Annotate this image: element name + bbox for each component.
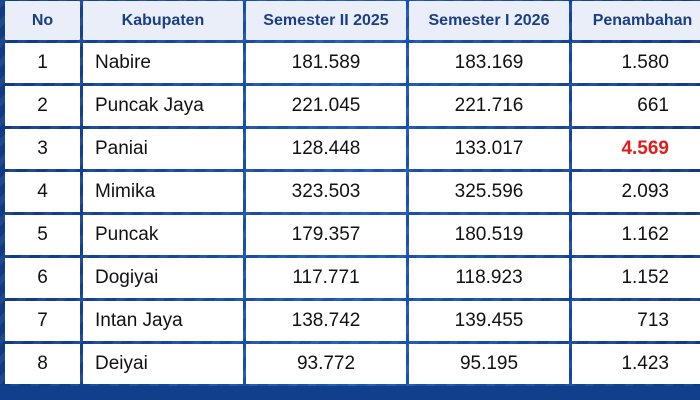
cell-semester-i-2026: 95.195 — [409, 344, 569, 384]
cell-penambahan: 1.423 — [572, 344, 700, 384]
cell-semester-i-2026: 221.716 — [409, 86, 569, 126]
table-row: 7 Intan Jaya 138.742 139.455 713 — [5, 301, 700, 341]
cell-penambahan: 713 — [572, 301, 700, 341]
cell-kabupaten: Dogiyai — [83, 258, 243, 298]
table-body: 1 Nabire 181.589 183.169 1.580 2 Puncak Jaya 22… — [5, 43, 700, 384]
header-penambahan: Penambahan — [572, 1, 700, 40]
cell-semester-ii-2025: 93.772 — [246, 344, 406, 384]
cell-semester-i-2026: 133.017 — [409, 129, 569, 169]
header-semester-i-2026: Semester I 2026 — [409, 1, 569, 40]
cell-semester-i-2026: 118.923 — [409, 258, 569, 298]
cell-semester-i-2026: 180.519 — [409, 215, 569, 255]
cell-penambahan: 2.093 — [572, 172, 700, 212]
cell-semester-ii-2025: 323.503 — [246, 172, 406, 212]
cell-semester-ii-2025: 117.771 — [246, 258, 406, 298]
table-row: 1 Nabire 181.589 183.169 1.580 — [5, 43, 700, 83]
table-row: 2 Puncak Jaya 221.045 221.716 661 — [5, 86, 700, 126]
cell-no: 5 — [5, 215, 80, 255]
cell-semester-i-2026: 139.455 — [409, 301, 569, 341]
header-no: No — [5, 1, 80, 40]
cell-no: 1 — [5, 43, 80, 83]
cell-no: 8 — [5, 344, 80, 384]
cell-semester-ii-2025: 181.589 — [246, 43, 406, 83]
cell-kabupaten: Nabire — [83, 43, 243, 83]
table-row: 3 Paniai 128.448 133.017 4.569 — [5, 129, 700, 169]
cell-no: 4 — [5, 172, 80, 212]
population-table: No Kabupaten Semester II 2025 Semester I… — [2, 0, 700, 387]
cell-semester-i-2026: 183.169 — [409, 43, 569, 83]
header-row: No Kabupaten Semester II 2025 Semester I… — [5, 1, 700, 40]
cell-penambahan: 661 — [572, 86, 700, 126]
cell-kabupaten: Intan Jaya — [83, 301, 243, 341]
table-row: 4 Mimika 323.503 325.596 2.093 — [5, 172, 700, 212]
cell-kabupaten: Paniai — [83, 129, 243, 169]
cell-kabupaten: Puncak Jaya — [83, 86, 243, 126]
cell-semester-ii-2025: 138.742 — [246, 301, 406, 341]
cell-penambahan: 4.569 — [572, 129, 700, 169]
cell-kabupaten: Puncak — [83, 215, 243, 255]
bottom-bar — [0, 386, 700, 400]
table-row: 6 Dogiyai 117.771 118.923 1.152 — [5, 258, 700, 298]
header-semester-ii-2025: Semester II 2025 — [246, 1, 406, 40]
cell-semester-ii-2025: 179.357 — [246, 215, 406, 255]
cell-no: 3 — [5, 129, 80, 169]
table-row: 8 Deiyai 93.772 95.195 1.423 — [5, 344, 700, 384]
cell-no: 6 — [5, 258, 80, 298]
cell-no: 7 — [5, 301, 80, 341]
cell-semester-i-2026: 325.596 — [409, 172, 569, 212]
cell-kabupaten: Deiyai — [83, 344, 243, 384]
cell-no: 2 — [5, 86, 80, 126]
cell-penambahan: 1.580 — [572, 43, 700, 83]
cell-penambahan: 1.152 — [572, 258, 700, 298]
cell-kabupaten: Mimika — [83, 172, 243, 212]
header-kabupaten: Kabupaten — [83, 1, 243, 40]
cell-penambahan: 1.162 — [572, 215, 700, 255]
table-header: No Kabupaten Semester II 2025 Semester I… — [5, 1, 700, 40]
cell-semester-ii-2025: 128.448 — [246, 129, 406, 169]
table-row: 5 Puncak 179.357 180.519 1.162 — [5, 215, 700, 255]
cell-semester-ii-2025: 221.045 — [246, 86, 406, 126]
